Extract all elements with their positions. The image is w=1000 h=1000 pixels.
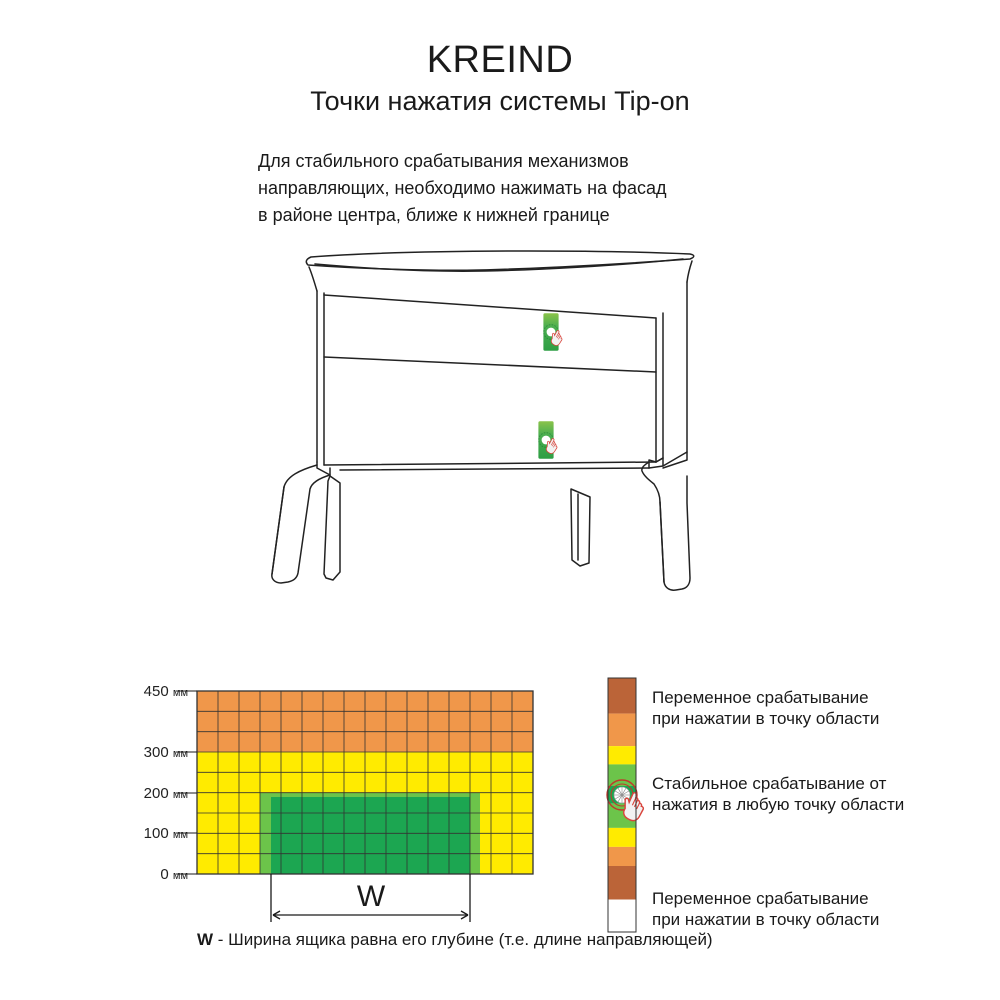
svg-text:Переменное срабатывание: Переменное срабатывание — [652, 688, 869, 707]
svg-text:Стабильное срабатывание от: Стабильное срабатывание от — [652, 774, 887, 793]
svg-text:Переменное срабатывание: Переменное срабатывание — [652, 889, 869, 908]
svg-text:при нажатии в точку области: при нажатии в точку области — [652, 709, 879, 728]
svg-text:нажатия в любую точку области: нажатия в любую точку области — [652, 795, 904, 814]
svg-text:при нажатии в точку области: при нажатии в точку области — [652, 910, 879, 929]
